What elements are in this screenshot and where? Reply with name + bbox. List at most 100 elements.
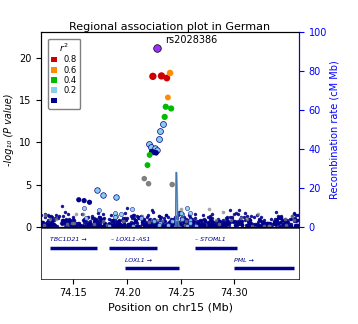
- Point: [237, 222, 243, 227]
- Point: [202, 218, 208, 223]
- Point: [135, 224, 140, 229]
- Point: [150, 209, 156, 214]
- Point: [126, 223, 131, 228]
- Point: [182, 218, 188, 223]
- Point: [127, 221, 132, 226]
- Point: [169, 182, 175, 187]
- Point: [291, 217, 297, 222]
- Point: [265, 220, 271, 226]
- Point: [279, 213, 284, 218]
- Point: [279, 217, 285, 222]
- Point: [139, 220, 145, 225]
- Point: [215, 216, 221, 221]
- Point: [146, 181, 151, 186]
- Point: [161, 216, 167, 221]
- Point: [138, 215, 144, 221]
- Point: [261, 223, 267, 228]
- Point: [189, 219, 195, 224]
- Point: [129, 223, 134, 228]
- Point: [260, 219, 265, 225]
- Point: [209, 218, 215, 223]
- Point: [130, 223, 136, 228]
- Point: [216, 218, 222, 224]
- Point: [159, 218, 165, 224]
- Point: [197, 224, 203, 229]
- Point: [244, 216, 250, 222]
- Point: [114, 219, 120, 224]
- Point: [281, 223, 287, 228]
- Point: [152, 223, 158, 228]
- Point: [126, 222, 132, 227]
- Point: [293, 222, 299, 227]
- Point: [79, 212, 85, 217]
- Point: [230, 218, 236, 224]
- Point: [128, 214, 134, 219]
- Point: [209, 215, 214, 220]
- Point: [210, 219, 216, 225]
- Point: [183, 218, 189, 224]
- Point: [96, 219, 101, 225]
- Point: [66, 220, 71, 226]
- Point: [93, 216, 99, 222]
- Point: [284, 223, 289, 228]
- Point: [180, 222, 186, 227]
- Point: [38, 213, 44, 218]
- Point: [97, 214, 103, 220]
- Point: [281, 221, 287, 226]
- Point: [73, 223, 79, 228]
- Point: [288, 223, 294, 228]
- Point: [269, 222, 275, 227]
- Point: [50, 224, 56, 229]
- Point: [184, 218, 189, 223]
- Point: [148, 224, 154, 229]
- Point: [263, 223, 269, 228]
- Point: [217, 223, 222, 228]
- Point: [211, 220, 216, 226]
- Point: [152, 218, 158, 223]
- Point: [284, 223, 290, 228]
- Point: [218, 222, 223, 227]
- Point: [293, 217, 299, 222]
- Point: [148, 223, 154, 228]
- Point: [151, 218, 156, 224]
- Point: [144, 220, 150, 225]
- Point: [91, 224, 97, 229]
- Point: [160, 121, 165, 126]
- Point: [136, 215, 142, 220]
- Point: [74, 224, 80, 229]
- Point: [158, 220, 164, 225]
- Point: [223, 222, 229, 227]
- Point: [271, 220, 277, 225]
- Point: [186, 222, 192, 227]
- Point: [92, 219, 98, 224]
- Point: [206, 206, 212, 211]
- Point: [282, 224, 288, 229]
- Point: [196, 222, 202, 227]
- Point: [247, 217, 252, 222]
- Point: [152, 223, 158, 228]
- Point: [65, 219, 71, 224]
- Point: [60, 218, 66, 224]
- Point: [81, 206, 87, 211]
- Point: [100, 218, 105, 224]
- Point: [209, 222, 214, 227]
- Point: [239, 218, 245, 224]
- Point: [266, 220, 271, 226]
- Point: [98, 217, 104, 222]
- Point: [172, 222, 178, 227]
- Point: [108, 213, 114, 218]
- Point: [51, 218, 57, 223]
- Point: [40, 222, 45, 227]
- Point: [149, 218, 154, 223]
- Point: [145, 213, 151, 218]
- Point: [122, 216, 128, 221]
- Point: [170, 223, 175, 228]
- Point: [69, 223, 75, 228]
- Point: [273, 210, 279, 215]
- Point: [295, 213, 301, 218]
- Point: [243, 217, 248, 222]
- Point: [88, 220, 93, 225]
- Text: – STOML1: – STOML1: [195, 237, 226, 242]
- Point: [160, 220, 166, 225]
- Point: [292, 223, 297, 228]
